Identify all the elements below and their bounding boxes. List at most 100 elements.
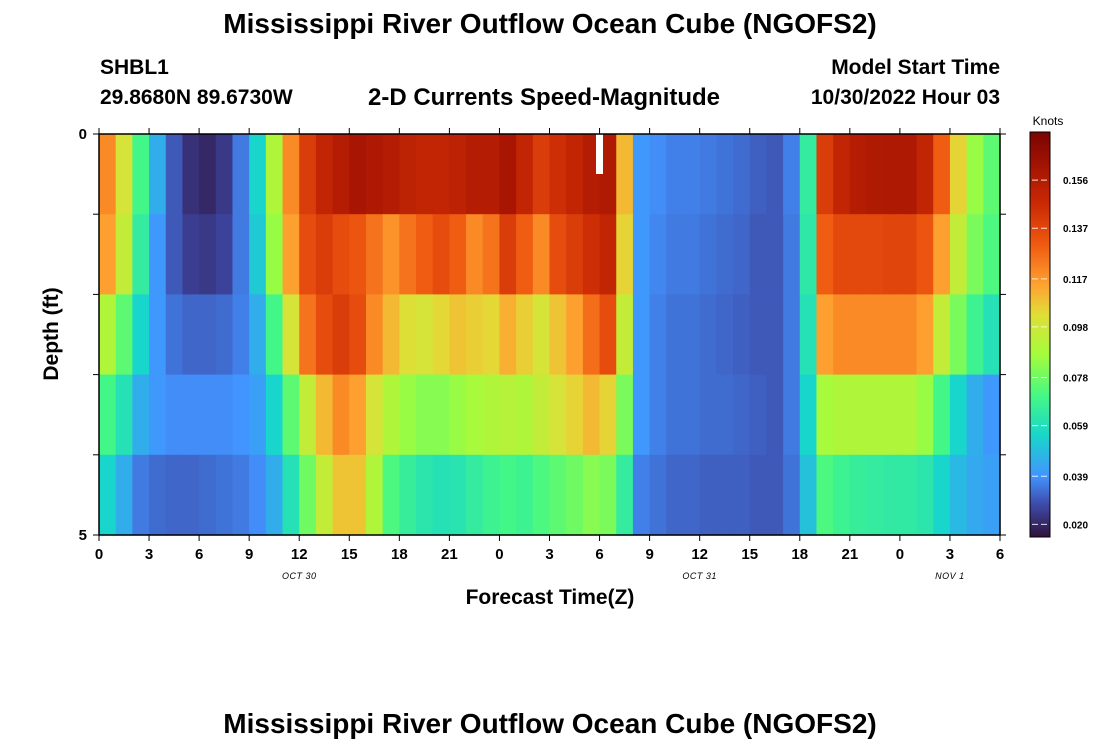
heatmap-cell: [466, 454, 484, 536]
x-tick-label: 21: [841, 546, 858, 563]
heatmap-cell: [416, 214, 434, 295]
heatmap-cell: [165, 374, 184, 456]
heatmap-cell: [949, 294, 968, 376]
heatmap-cell: [165, 214, 184, 295]
colorbar: [1029, 131, 1051, 538]
heatmap-cell: [99, 134, 117, 215]
heatmap-cell: [466, 214, 484, 295]
heatmap-cell: [816, 134, 834, 215]
heatmap-cell: [149, 374, 167, 456]
heatmap-cell: [899, 454, 918, 536]
x-tick-label: 21: [441, 546, 458, 563]
heatmap-cell: [482, 134, 501, 215]
heatmap-cell: [799, 134, 818, 215]
date-labels: OCT 30 OCT 31 NOV 1: [282, 571, 964, 581]
y-axis: 05: [79, 126, 1006, 544]
heatmap-cell: [916, 214, 934, 295]
heatmap-cell: [699, 214, 717, 295]
heatmap-cell: [182, 134, 200, 215]
heatmap-cell: [432, 134, 450, 215]
heatmap-cell: [983, 294, 1001, 376]
heatmap-cell: [99, 214, 117, 295]
heatmap-cell: [182, 294, 200, 376]
heatmap-cell: [866, 294, 884, 376]
heatmap-cell: [466, 374, 484, 456]
heatmap-cell: [749, 134, 768, 215]
heatmap-cell: [749, 294, 768, 376]
heatmap-cell: [849, 134, 868, 215]
heatmap-cell: [933, 454, 951, 536]
heatmap-cell: [199, 214, 217, 295]
heatmap-cell: [816, 374, 834, 456]
heatmap-cell: [349, 214, 367, 295]
heatmap-cell: [399, 214, 417, 295]
heatmap-cell: [399, 374, 417, 456]
heatmap-cell: [766, 374, 784, 456]
heatmap-cell: [766, 134, 784, 215]
heatmap-cell: [649, 134, 667, 215]
heatmap-cell: [299, 294, 317, 376]
heatmap-cell: [232, 454, 250, 536]
plot-subtitle: 2-D Currents Speed-Magnitude: [368, 84, 721, 111]
heatmap-cell: [232, 214, 250, 295]
x-tick-label: 9: [245, 546, 253, 563]
heatmap-cell: [215, 134, 234, 215]
heatmap-cell: [365, 294, 384, 376]
heatmap-cell: [432, 294, 450, 376]
x-tick-label: 15: [341, 546, 358, 563]
heatmap-cell: [199, 374, 217, 456]
date-label: OCT 31: [682, 571, 717, 581]
heatmap-cell: [749, 454, 768, 536]
heatmap-cell: [716, 134, 734, 215]
heatmap-cell: [682, 454, 701, 536]
heatmap-cell: [466, 134, 484, 215]
heatmap-cell: [949, 214, 968, 295]
colorbar-tick-label: 0.020: [1063, 520, 1088, 531]
heatmap-cell: [315, 134, 334, 215]
heatmap-cell: [949, 134, 968, 215]
heatmap-cell: [332, 214, 350, 295]
heatmap-cell: [132, 374, 150, 456]
heatmap-cell: [849, 374, 868, 456]
heatmap-cell: [666, 134, 684, 215]
heatmap-cell: [682, 294, 701, 376]
heatmap-cell: [783, 454, 801, 536]
heatmap-cell: [432, 214, 450, 295]
heatmap-cell: [549, 134, 567, 215]
heatmap-cell: [733, 454, 751, 536]
heatmap-cell: [282, 134, 300, 215]
heatmap-cell: [649, 454, 667, 536]
heatmap-cell: [99, 294, 117, 376]
heatmap-cell: [182, 374, 200, 456]
heatmap-cell: [733, 294, 751, 376]
heatmap-cell: [299, 454, 317, 536]
heatmap-cell: [232, 134, 250, 215]
heatmap-cell: [983, 374, 1001, 456]
heatmap-cell: [215, 294, 234, 376]
heatmap-cell: [783, 214, 801, 295]
heatmap-cell: [349, 454, 367, 536]
x-tick-label: 0: [95, 546, 103, 563]
heatmap-cell: [833, 374, 851, 456]
heatmap-cell: [699, 294, 717, 376]
heatmap-cell: [182, 214, 200, 295]
heatmap-cell: [599, 454, 617, 536]
heatmap-cell: [916, 374, 934, 456]
heatmap-cell: [799, 454, 818, 536]
colorbar-tick-label: 0.039: [1063, 472, 1088, 483]
heatmap-cell: [816, 214, 834, 295]
heatmap-cell: [399, 454, 417, 536]
heatmap-cell: [566, 214, 584, 295]
heatmap-cell: [582, 454, 601, 536]
heatmap-cell: [899, 294, 918, 376]
heatmap-cell: [299, 134, 317, 215]
heatmap-cell: [766, 214, 784, 295]
station-id: SHBL1: [100, 56, 169, 79]
heatmap-cell: [265, 454, 284, 536]
heatmap-cell: [199, 294, 217, 376]
heatmap-cell: [416, 454, 434, 536]
heatmap-cell: [132, 134, 150, 215]
heatmap-cell: [666, 294, 684, 376]
x-tick-label: 6: [595, 546, 603, 563]
missing-data-gap: [596, 134, 603, 174]
